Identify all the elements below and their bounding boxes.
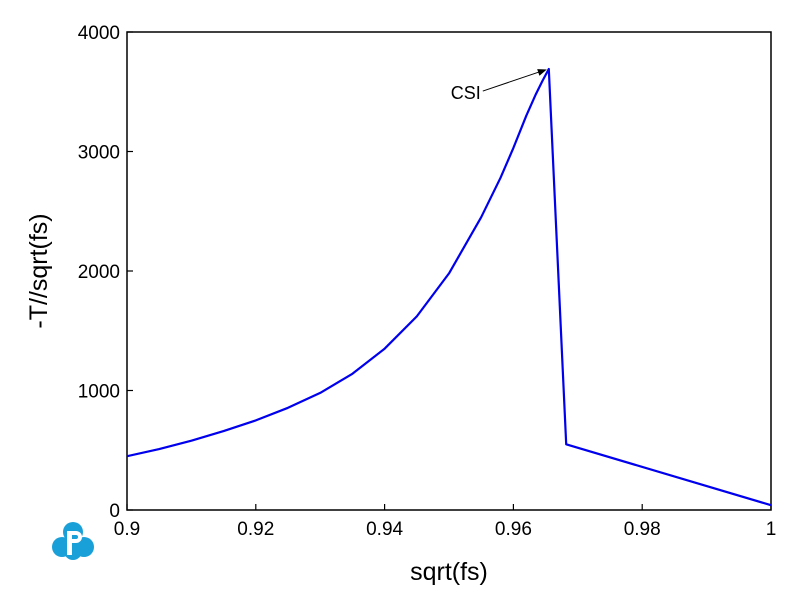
y-tick-label: 4000 — [78, 23, 120, 44]
axis-ticks — [126, 31, 772, 511]
axis-tick-labels: 0.9 0.92 0.94 0.96 0.98 1 0 1000 2000 3000 4000 — [78, 23, 777, 540]
x-tick-label: 1 — [766, 519, 777, 540]
y-axis-title: -T//sqrt(fs) — [25, 213, 53, 328]
plot-area — [126, 31, 772, 511]
x-tick-label: 0.9 — [114, 519, 140, 540]
y-tick-label: 1000 — [78, 382, 120, 403]
annotation-label: CSI — [451, 83, 481, 103]
x-tick-label: 0.94 — [366, 519, 403, 540]
x-tick-label: 0.92 — [237, 519, 274, 540]
x-tick-label: 0.96 — [495, 519, 532, 540]
x-tick-label: 0.98 — [624, 519, 661, 540]
series-line — [126, 67, 772, 507]
annotation-csi: CSI — [451, 69, 547, 103]
y-tick-label: 3000 — [78, 143, 120, 164]
pandat-logo-icon — [52, 522, 94, 560]
x-axis-title: sqrt(fs) — [410, 558, 488, 586]
y-tick-label: 2000 — [78, 262, 120, 283]
annotation-arrow-line — [482, 69, 545, 92]
annotation-arrow-head — [537, 69, 547, 76]
y-tick-label: 0 — [109, 501, 120, 522]
